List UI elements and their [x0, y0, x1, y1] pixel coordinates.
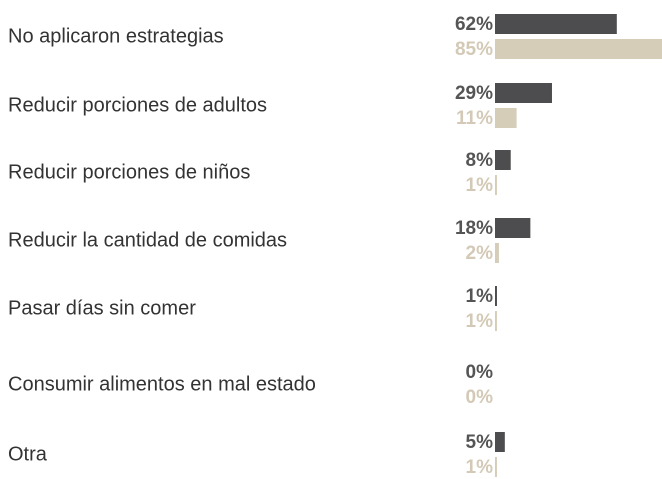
bar	[495, 218, 531, 238]
bar	[495, 432, 505, 452]
category-label: Consumir alimentos en mal estado	[8, 373, 316, 395]
value-label: 8%	[466, 150, 494, 171]
value-label: 29%	[455, 83, 493, 104]
value-label: 5%	[466, 432, 494, 453]
bar	[495, 311, 497, 331]
value-label: 11%	[456, 108, 493, 129]
category-label: Reducir porciones de adultos	[8, 94, 267, 116]
value-label: 1%	[466, 457, 494, 478]
category-label: Reducir porciones de niños	[8, 161, 250, 183]
category-label: Pasar días sin comer	[8, 297, 196, 319]
value-label: 62%	[455, 14, 493, 35]
value-label: 1%	[466, 175, 494, 196]
value-label: 1%	[466, 311, 494, 332]
bar	[495, 39, 662, 59]
bar	[495, 14, 617, 34]
bar	[495, 286, 497, 306]
value-label: 0%	[466, 387, 494, 408]
bar	[495, 243, 499, 263]
bar	[495, 83, 552, 103]
bar	[495, 150, 511, 170]
bar	[495, 457, 497, 477]
value-label: 85%	[455, 39, 493, 60]
bar	[495, 175, 497, 195]
value-label: 2%	[466, 243, 494, 264]
value-label: 1%	[466, 286, 494, 307]
value-label: 18%	[455, 218, 493, 239]
category-label: Reducir la cantidad de comidas	[8, 229, 287, 251]
category-label: No aplicaron estrategias	[8, 25, 224, 47]
value-label: 0%	[466, 362, 494, 383]
category-label: Otra	[8, 443, 48, 465]
bar	[495, 108, 517, 128]
